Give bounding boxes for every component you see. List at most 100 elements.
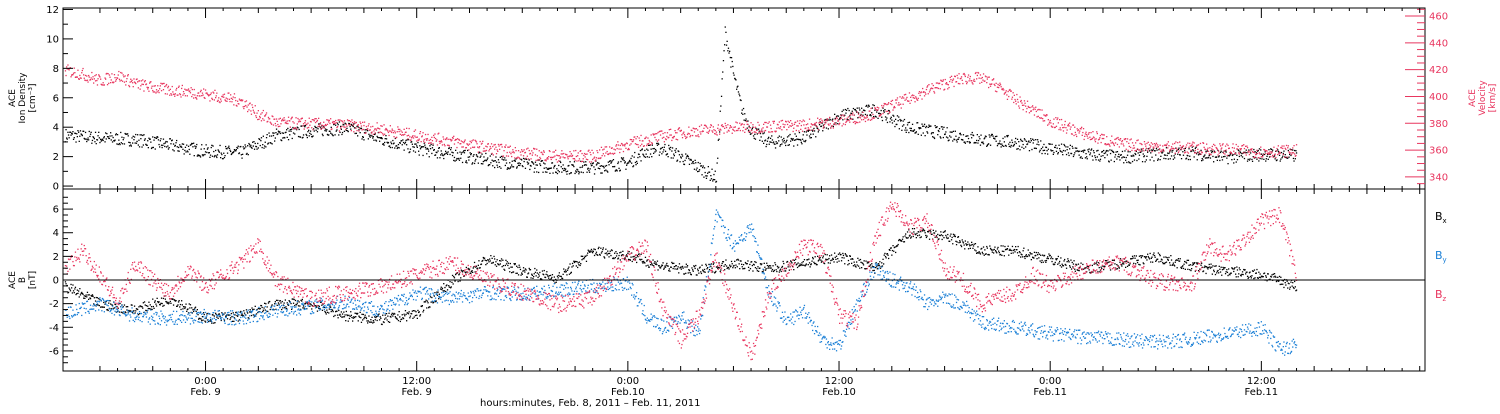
- velocity-series-point: [461, 141, 464, 143]
- velocity-series-point: [211, 98, 214, 101]
- density-series-point: [273, 132, 275, 134]
- bx-series-point: [443, 283, 445, 285]
- density-series-point: [1098, 153, 1100, 156]
- velocity-series-point: [713, 129, 715, 131]
- velocity-series-point: [482, 150, 484, 152]
- velocity-series-point: [920, 91, 922, 93]
- velocity-series-point: [654, 136, 656, 139]
- bx-series-point: [133, 310, 135, 312]
- velocity-series-point: [989, 83, 991, 85]
- velocity-series-point: [654, 133, 657, 135]
- density-series-point: [1197, 154, 1200, 156]
- density-series-point: [297, 127, 299, 129]
- velocity-series-point: [414, 129, 417, 131]
- velocity-series-point: [468, 149, 470, 151]
- velocity-series-point: [1193, 142, 1195, 144]
- density-series-point: [782, 141, 784, 143]
- density-series-point: [1102, 155, 1104, 157]
- density-series-point: [79, 135, 81, 137]
- velocity-series-point: [609, 146, 611, 148]
- bx-series-point: [551, 274, 554, 276]
- density-series-point: [1268, 156, 1271, 158]
- density-series-point: [844, 114, 846, 116]
- bx-series-point: [431, 296, 433, 299]
- velocity-series-point: [830, 127, 832, 129]
- bx-series-point: [341, 313, 344, 315]
- velocity-series-point: [445, 138, 447, 140]
- velocity-series-point: [145, 83, 148, 85]
- velocity-series-point: [960, 77, 962, 80]
- density-series-point: [1245, 149, 1247, 151]
- density-series-point: [262, 135, 264, 137]
- bx-series-point: [383, 321, 385, 324]
- bx-series-point: [710, 263, 713, 265]
- bx-series-point: [593, 248, 595, 250]
- density-series-point: [391, 146, 393, 149]
- density-series-point: [983, 138, 985, 140]
- velocity-series-point: [259, 115, 261, 118]
- velocity-series-point: [901, 96, 904, 98]
- bx-series-point: [376, 319, 378, 322]
- velocity-series-point: [825, 122, 827, 124]
- velocity-series-point: [770, 127, 772, 130]
- density-series-point: [1195, 146, 1197, 148]
- velocity-series-point: [1187, 152, 1190, 154]
- density-series-point: [803, 131, 806, 133]
- bx-series-point: [495, 261, 497, 263]
- velocity-series-point: [897, 104, 899, 106]
- velocity-series-point: [964, 75, 966, 78]
- velocity-series-point: [271, 115, 273, 117]
- bx-series-point: [326, 311, 329, 313]
- density-series-point: [1115, 151, 1117, 153]
- density-series-point: [336, 122, 339, 124]
- density-series-point: [341, 133, 343, 136]
- velocity-series-point: [658, 139, 660, 141]
- density-series-point: [966, 141, 968, 143]
- bx-series-point: [692, 270, 694, 272]
- bx-series-point: [698, 272, 700, 274]
- bx-series-point: [460, 269, 462, 271]
- density-series-point: [372, 136, 374, 138]
- velocity-series-point: [922, 91, 924, 93]
- density-series-point: [598, 162, 600, 164]
- velocity-series-point: [480, 152, 482, 154]
- velocity-series-point: [932, 84, 934, 87]
- density-series-point: [643, 155, 645, 158]
- velocity-series-point: [1278, 151, 1281, 153]
- density-series-point: [1066, 149, 1068, 151]
- bx-series-point: [582, 255, 584, 257]
- density-series-point: [773, 141, 775, 143]
- density-series-point: [737, 91, 740, 93]
- velocity-series-point: [1033, 114, 1036, 116]
- bx-series-point: [465, 272, 467, 274]
- density-series-point: [303, 125, 305, 127]
- bx-series-point: [193, 310, 195, 313]
- velocity-series-point: [92, 76, 94, 78]
- bx-series-point: [717, 266, 719, 269]
- velocity-series-point: [118, 78, 121, 80]
- density-series-point: [1097, 159, 1100, 161]
- velocity-series-point: [1027, 105, 1029, 108]
- velocity-series-point: [216, 92, 218, 94]
- bx-series-point: [369, 321, 371, 323]
- density-series-point: [103, 136, 105, 138]
- bx-series-point: [649, 264, 652, 266]
- velocity-series-point: [1094, 141, 1097, 143]
- density-series-point: [727, 50, 729, 52]
- density-series-point: [793, 145, 795, 147]
- velocity-series-point: [530, 158, 532, 160]
- bx-series-point: [231, 320, 234, 322]
- density-series-point: [252, 141, 254, 143]
- velocity-series-point: [236, 105, 238, 107]
- velocity-series-point: [255, 115, 257, 117]
- density-series-point: [810, 137, 812, 139]
- velocity-series-point: [123, 76, 125, 78]
- velocity-series-point: [671, 139, 673, 142]
- bx-series-point: [677, 266, 679, 268]
- bx-series-point: [319, 307, 321, 310]
- density-series-point: [925, 126, 927, 129]
- velocity-series-point: [866, 116, 868, 118]
- velocity-series-point: [775, 130, 777, 132]
- density-series-point: [737, 85, 739, 87]
- bx-series-point: [517, 266, 519, 269]
